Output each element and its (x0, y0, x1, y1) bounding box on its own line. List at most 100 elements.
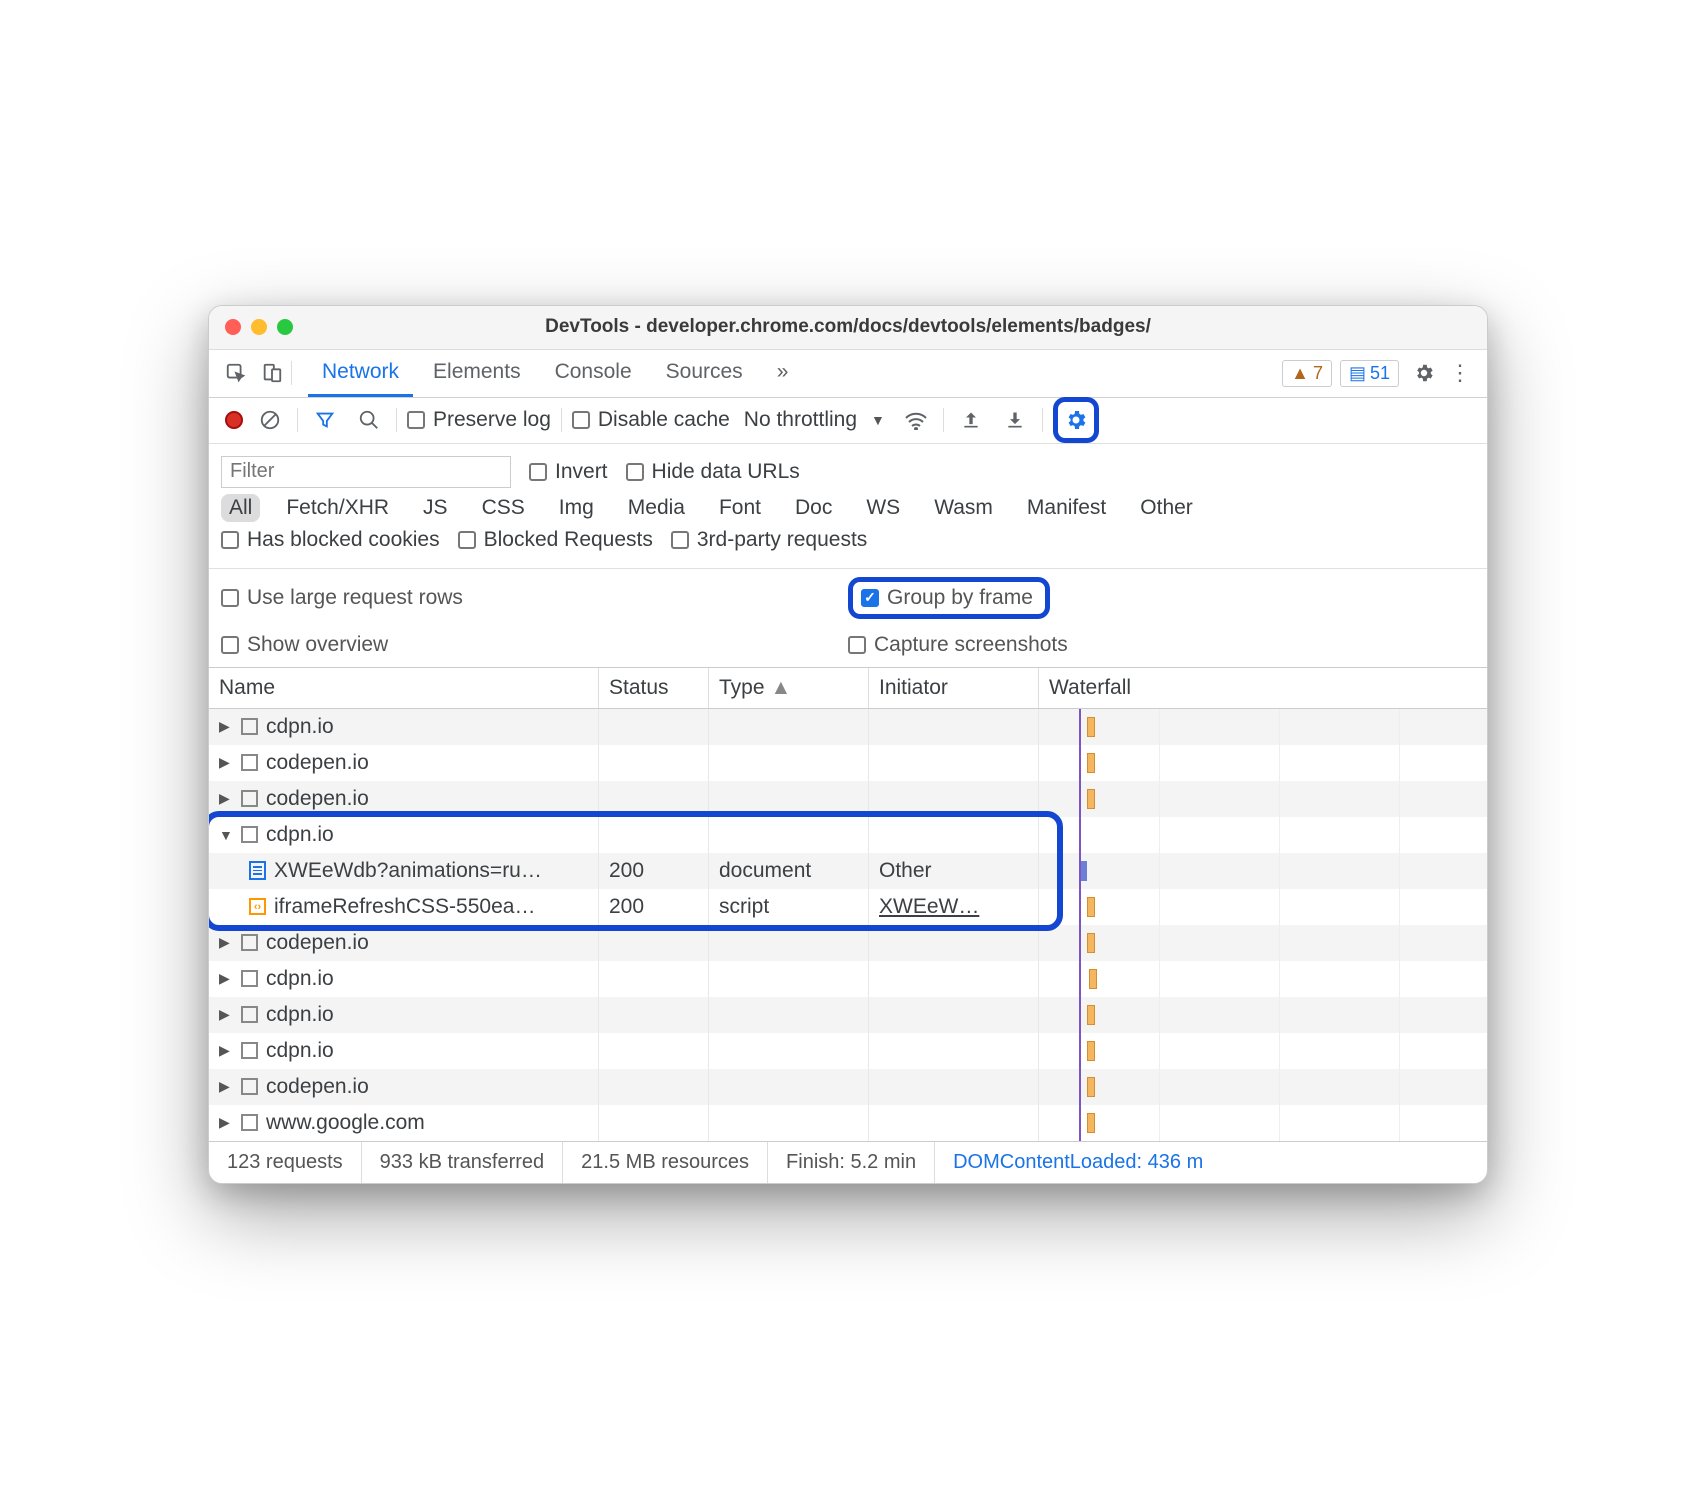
preserve-log-checkbox[interactable]: Preserve log (407, 408, 551, 432)
frame-icon (241, 790, 258, 807)
filter-type-media[interactable]: Media (620, 494, 693, 522)
frame-icon (241, 718, 258, 735)
more-menu-icon[interactable]: ⋮ (1443, 356, 1477, 390)
tab-console[interactable]: Console (541, 350, 646, 397)
tab-elements[interactable]: Elements (419, 350, 535, 397)
network-conditions-icon[interactable] (899, 403, 933, 437)
filter-type-fetchxhr[interactable]: Fetch/XHR (278, 494, 397, 522)
disclosure-triangle-icon[interactable]: ▶ (219, 718, 233, 735)
row-waterfall (1039, 889, 1487, 925)
col-name[interactable]: Name (209, 668, 599, 708)
disclosure-triangle-icon[interactable]: ▶ (219, 1006, 233, 1023)
filter-type-wasm[interactable]: Wasm (926, 494, 1001, 522)
frame-icon (241, 826, 258, 843)
capture-screenshots-label: Capture screenshots (874, 633, 1068, 657)
maximize-window-button[interactable] (277, 319, 293, 335)
filter-type-other[interactable]: Other (1132, 494, 1201, 522)
close-window-button[interactable] (225, 319, 241, 335)
show-overview-checkbox[interactable]: Show overview (221, 633, 848, 657)
hide-data-urls-checkbox[interactable]: Hide data URLs (626, 460, 800, 484)
disclosure-triangle-icon[interactable]: ▶ (219, 790, 233, 807)
row-type (709, 781, 869, 817)
record-button[interactable] (225, 411, 243, 429)
tab-network[interactable]: Network (308, 350, 413, 397)
tab-sources[interactable]: Sources (652, 350, 757, 397)
blocked-cookies-checkbox[interactable]: Has blocked cookies (221, 528, 440, 552)
table-row[interactable]: ▶codepen.io (209, 1069, 1487, 1105)
capture-screenshots-checkbox[interactable]: Capture screenshots (848, 633, 1475, 657)
filter-input[interactable] (221, 456, 511, 488)
third-party-checkbox[interactable]: 3rd-party requests (671, 528, 867, 552)
invert-checkbox[interactable]: Invert (529, 460, 608, 484)
tabs-overflow[interactable]: » (763, 350, 803, 397)
disable-cache-checkbox[interactable]: Disable cache (572, 408, 730, 432)
disclosure-triangle-icon[interactable]: ▼ (219, 827, 233, 843)
table-row[interactable]: ▶www.google.com (209, 1105, 1487, 1141)
table-row[interactable]: ▶cdpn.io (209, 997, 1487, 1033)
table-row[interactable]: ▶codepen.io (209, 781, 1487, 817)
table-row[interactable]: ▶codepen.io (209, 925, 1487, 961)
minimize-window-button[interactable] (251, 319, 267, 335)
warnings-badge[interactable]: ▲ 7 (1282, 360, 1332, 387)
disclosure-triangle-icon[interactable]: ▶ (219, 970, 233, 987)
disclosure-triangle-icon[interactable]: ▶ (219, 754, 233, 771)
blocked-requests-checkbox[interactable]: Blocked Requests (458, 528, 653, 552)
table-row[interactable]: ▶cdpn.io (209, 1033, 1487, 1069)
search-icon[interactable] (352, 403, 386, 437)
table-row[interactable]: XWEeWdb?animations=ru…200documentOther (209, 853, 1487, 889)
row-waterfall (1039, 817, 1487, 853)
disclosure-triangle-icon[interactable]: ▶ (219, 1078, 233, 1095)
settings-gear-icon[interactable] (1407, 356, 1441, 390)
filter-type-manifest[interactable]: Manifest (1019, 494, 1114, 522)
col-type[interactable]: Type▲ (709, 668, 869, 708)
filter-icon[interactable] (308, 403, 342, 437)
row-status (599, 925, 709, 961)
warning-icon: ▲ (1291, 363, 1309, 384)
filter-type-doc[interactable]: Doc (787, 494, 840, 522)
filter-type-css[interactable]: CSS (474, 494, 533, 522)
status-transferred: 933 kB transferred (362, 1142, 564, 1183)
clear-icon[interactable] (253, 403, 287, 437)
row-status (599, 817, 709, 853)
large-rows-checkbox[interactable]: Use large request rows (221, 577, 848, 619)
row-type (709, 925, 869, 961)
frame-icon (241, 934, 258, 951)
frame-icon (241, 970, 258, 987)
download-har-icon[interactable] (998, 403, 1032, 437)
row-type: script (709, 889, 869, 925)
row-name: cdpn.io (266, 715, 334, 739)
group-by-frame-checkbox[interactable]: ✓ Group by frame (848, 577, 1050, 619)
row-type (709, 961, 869, 997)
filter-type-img[interactable]: Img (551, 494, 602, 522)
chevron-down-icon: ▼ (871, 412, 885, 428)
throttling-select[interactable]: No throttling ▼ (740, 408, 889, 432)
table-row[interactable]: ▶codepen.io (209, 745, 1487, 781)
disclosure-triangle-icon[interactable]: ▶ (219, 934, 233, 951)
table-row[interactable]: ▼cdpn.io (209, 817, 1487, 853)
table-row[interactable]: ▶ cdpn.io (209, 709, 1487, 745)
row-waterfall (1039, 709, 1487, 745)
col-initiator[interactable]: Initiator (869, 668, 1039, 708)
disclosure-triangle-icon[interactable]: ▶ (219, 1042, 233, 1059)
filter-type-font[interactable]: Font (711, 494, 769, 522)
upload-har-icon[interactable] (954, 403, 988, 437)
device-toggle-icon[interactable] (255, 356, 289, 390)
filter-type-all[interactable]: All (221, 494, 260, 522)
row-initiator[interactable]: XWEeW… (869, 889, 1039, 925)
filter-type-js[interactable]: JS (415, 494, 456, 522)
row-type: document (709, 853, 869, 889)
issues-badge[interactable]: ▤ 51 (1340, 360, 1399, 387)
network-settings-icon[interactable] (1053, 397, 1099, 443)
col-status[interactable]: Status (599, 668, 709, 708)
inspect-icon[interactable] (219, 356, 253, 390)
filter-type-ws[interactable]: WS (858, 494, 908, 522)
col-waterfall[interactable]: Waterfall (1039, 668, 1487, 708)
table-row[interactable]: ‹›iframeRefreshCSS-550ea…200scriptXWEeW… (209, 889, 1487, 925)
status-resources: 21.5 MB resources (563, 1142, 768, 1183)
row-initiator (869, 745, 1039, 781)
panel-tabs: Network Elements Console Sources » (308, 350, 802, 397)
issues-count: 51 (1370, 363, 1390, 384)
table-row[interactable]: ▶cdpn.io (209, 961, 1487, 997)
disclosure-triangle-icon[interactable]: ▶ (219, 1114, 233, 1131)
invert-label: Invert (555, 460, 608, 484)
